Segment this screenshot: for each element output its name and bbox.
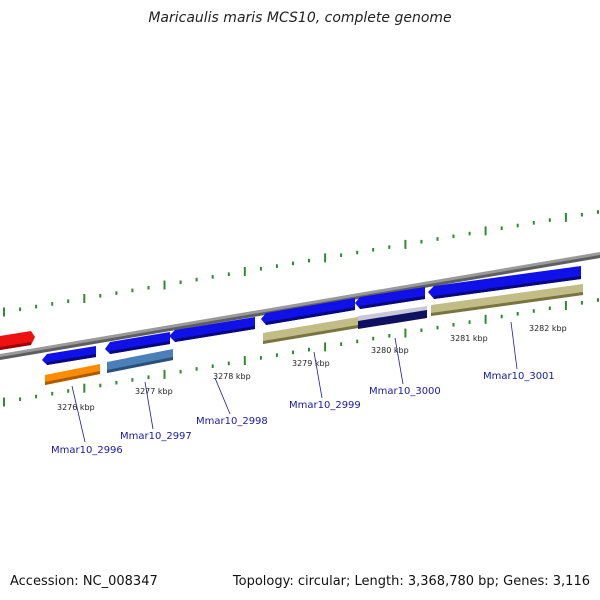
- accession-label: Accession: NC_008347: [10, 574, 158, 589]
- genome-stats-label: Topology: circular; Length: 3,368,780 bp…: [232, 574, 590, 589]
- feature-track: [45, 284, 583, 385]
- gene-label-3001[interactable]: Mmar10_3001: [483, 371, 555, 382]
- gene-arrow-3001[interactable]: [428, 266, 581, 299]
- scale-label: 3280 kbp: [371, 346, 409, 355]
- gene-label-2996[interactable]: Mmar10_2996: [51, 445, 123, 456]
- gene-label-2997[interactable]: Mmar10_2997: [120, 431, 192, 442]
- leader-line: [510, 321, 518, 370]
- feature-bar-khaki-2999[interactable]: [263, 317, 358, 344]
- leader-line: [144, 381, 154, 430]
- gene-label-2998[interactable]: Mmar10_2998: [196, 416, 268, 427]
- scale-label: 3282 kbp: [529, 324, 567, 333]
- scale-label: 3277 kbp: [135, 387, 173, 396]
- leader-line: [71, 385, 86, 443]
- gene-arrow-2998[interactable]: [169, 317, 255, 342]
- gene-labels: Mmar10_2996 Mmar10_2997 Mmar10_2998 Mmar…: [51, 371, 555, 456]
- upper-tick-track: [3, 210, 599, 317]
- lower-tick-track: [3, 298, 599, 407]
- scale-labels: 3276 kbp 3277 kbp 3278 kbp 3279 kbp 3280…: [57, 324, 567, 412]
- feature-bar-steelblue[interactable]: [107, 349, 173, 373]
- gene-label-leaders: [71, 321, 518, 443]
- gene-arrow-3000[interactable]: [355, 287, 425, 309]
- feature-bar-khaki-3001[interactable]: [431, 284, 583, 316]
- leader-line: [394, 337, 404, 385]
- scale-label: 3279 kbp: [292, 359, 330, 368]
- gene-arrow-2996[interactable]: [42, 346, 96, 365]
- leader-line: [214, 377, 231, 415]
- gene-arrow-2997[interactable]: [105, 332, 170, 354]
- leader-line: [313, 351, 323, 399]
- scale-label: 3276 kbp: [57, 403, 95, 412]
- gene-label-2999[interactable]: Mmar10_2999: [289, 400, 361, 411]
- forward-gene-track: [0, 266, 581, 365]
- scale-label: 3278 kbp: [213, 372, 251, 381]
- feature-bar-orange[interactable]: [45, 364, 100, 385]
- scale-label: 3281 kbp: [450, 334, 488, 343]
- feature-bar-3000[interactable]: [358, 306, 427, 329]
- gene-label-3000[interactable]: Mmar10_3000: [369, 386, 441, 397]
- map-title: Maricaulis maris MCS10, complete genome: [148, 10, 452, 26]
- genome-backbone: [0, 252, 600, 360]
- gene-arrow-2999[interactable]: [261, 298, 355, 325]
- gene-arrow-red[interactable]: [0, 331, 35, 350]
